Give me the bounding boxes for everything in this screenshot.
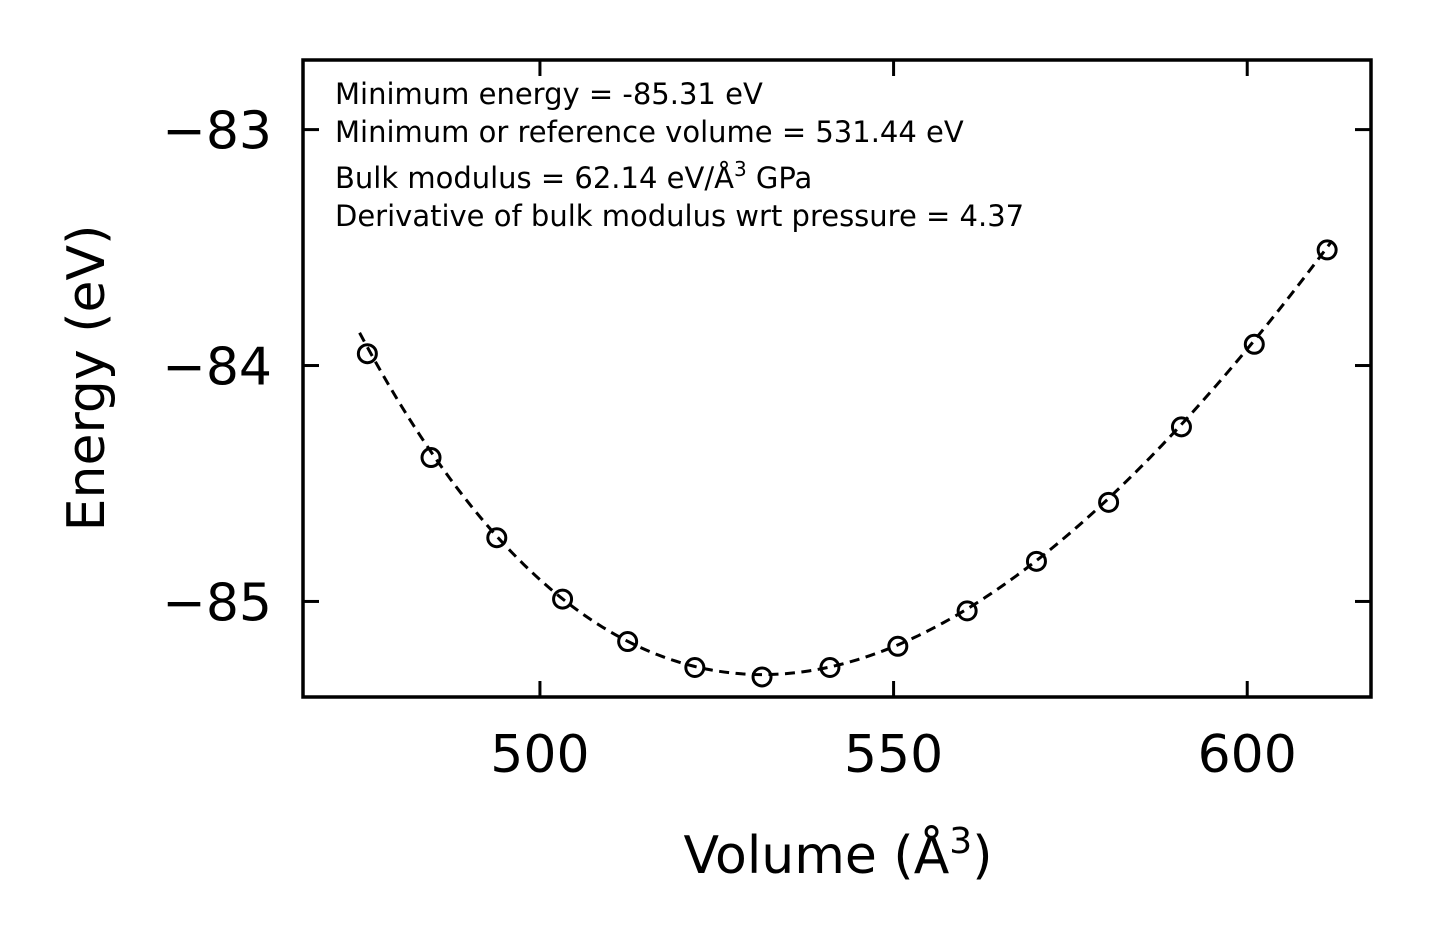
data-point (356, 343, 378, 365)
fit-curve (358, 239, 1334, 677)
data-point (1170, 416, 1192, 438)
x-axis: 500 550 600 (490, 60, 1297, 785)
data-point (617, 631, 639, 653)
plot-frame (301, 58, 1373, 699)
data-point (1243, 333, 1265, 355)
data-point (552, 588, 574, 610)
annotation-ref-volume: Minimum or reference volume = 531.44 eV (335, 115, 964, 149)
annotation-bulk-modulus: Bulk modulus = 62.14 eV/Å3 GPa (335, 157, 812, 195)
data-point (1316, 239, 1338, 261)
data-point (751, 666, 773, 688)
data-points (356, 239, 1338, 688)
y-axis-title: Energy (eV) (57, 225, 117, 532)
data-point (819, 657, 841, 679)
data-point (420, 447, 442, 469)
data-point (1025, 550, 1047, 572)
y-tick-label: −85 (162, 573, 272, 633)
annotation-min-energy: Minimum energy = -85.31 eV (335, 77, 763, 111)
data-point (684, 657, 706, 679)
x-tick-label: 550 (844, 725, 943, 785)
x-tick-label: 600 (1198, 725, 1297, 785)
data-point (956, 600, 978, 622)
y-axis: −83 −84 −85 (162, 102, 1371, 633)
data-point (1098, 491, 1120, 513)
x-axis-title: Volume (Å3) (684, 821, 993, 886)
data-point (486, 527, 508, 549)
x-tick-label: 500 (490, 725, 589, 785)
annotation-block: Minimum energy = -85.31 eV Minimum or re… (335, 77, 1024, 233)
y-tick-label: −84 (162, 338, 272, 398)
y-tick-label: −83 (162, 102, 272, 162)
data-point (887, 635, 909, 657)
annotation-bulk-derivative: Derivative of bulk modulus wrt pressure … (335, 199, 1024, 233)
